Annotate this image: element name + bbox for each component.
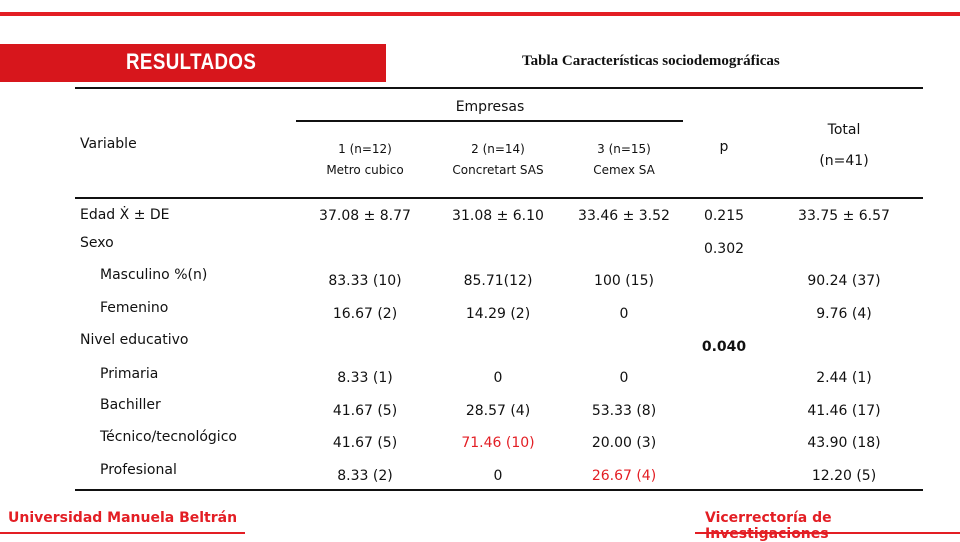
cell: 0	[619, 370, 629, 386]
cell: 41.67 (5)	[332, 435, 398, 451]
footer-university: Universidad Manuela Beltrán	[8, 510, 238, 526]
header-col2-name: Concretart SAS	[452, 163, 544, 177]
footer-department: Vicerrectoría de Investigaciones	[705, 510, 832, 542]
cell-p: 0.302	[703, 241, 745, 257]
cell: 16.67 (2)	[332, 306, 398, 322]
header-bottom-rule	[75, 197, 923, 199]
header-col1-n: 1 (n=12)	[338, 142, 392, 156]
row-label: Bachiller	[100, 397, 161, 413]
header-variable: Variable	[80, 136, 137, 152]
cell: 28.57 (4)	[465, 403, 531, 419]
cell-highlighted: 26.67 (4)	[591, 468, 657, 484]
header-p: p	[719, 139, 729, 155]
row-label: Nivel educativo	[80, 332, 189, 348]
cell: 83.33 (10)	[328, 273, 402, 289]
header-col3-n: 3 (n=15)	[597, 142, 651, 156]
cell: 85.71(12)	[463, 273, 533, 289]
header-col3-name: Cemex SA	[593, 163, 655, 177]
cell: 41.67 (5)	[332, 403, 398, 419]
cell: 8.33 (1)	[337, 370, 393, 386]
table-top-rule	[75, 87, 923, 89]
cell: 0	[493, 468, 503, 484]
row-label: Primaria	[100, 366, 159, 382]
cell-total: 41.46 (17)	[807, 403, 881, 419]
cell-highlighted: 71.46 (10)	[461, 435, 535, 451]
row-label: Femenino	[100, 300, 169, 316]
cell-total: 90.24 (37)	[807, 273, 881, 289]
header-col2-n: 2 (n=14)	[471, 142, 525, 156]
cell-total: 9.76 (4)	[816, 306, 872, 322]
cell: 100 (15)	[594, 273, 654, 289]
cell-total: 12.20 (5)	[811, 468, 877, 484]
header-empresas: Empresas	[455, 99, 525, 115]
cell: 20.00 (3)	[591, 435, 657, 451]
row-label: Profesional	[100, 462, 177, 478]
section-title: RESULTADOS	[126, 49, 257, 74]
top-accent-bar	[0, 12, 960, 16]
cell-p: 0.040	[701, 339, 747, 355]
row-label: Edad Ẋ ± DE	[80, 207, 170, 223]
header-total-n: (n=41)	[819, 153, 869, 169]
footer-right-line	[695, 532, 960, 534]
cell: 33.46 ± 3.52	[578, 208, 670, 224]
footer-left-line	[0, 532, 245, 534]
cell: 31.08 ± 6.10	[452, 208, 544, 224]
cell: 14.29 (2)	[465, 306, 531, 322]
cell-total: 2.44 (1)	[816, 370, 872, 386]
row-label: Técnico/tecnológico	[100, 429, 237, 445]
table-title: Tabla Características sociodemográficas	[522, 53, 780, 69]
cell-total: 43.90 (18)	[807, 435, 881, 451]
table-bottom-rule	[75, 489, 923, 491]
cell-total: 33.75 ± 6.57	[798, 208, 890, 224]
cell: 53.33 (8)	[591, 403, 657, 419]
cell: 0	[619, 306, 629, 322]
cell: 8.33 (2)	[337, 468, 393, 484]
row-label: Masculino %(n)	[100, 267, 208, 283]
row-label: Sexo	[80, 235, 114, 251]
cell: 37.08 ± 8.77	[319, 208, 411, 224]
section-banner	[0, 44, 386, 82]
cell: 0	[493, 370, 503, 386]
header-total: Total	[827, 122, 861, 138]
empresas-rule	[296, 120, 683, 122]
header-col1-name: Metro cubico	[326, 163, 404, 177]
cell-p: 0.215	[703, 208, 745, 224]
